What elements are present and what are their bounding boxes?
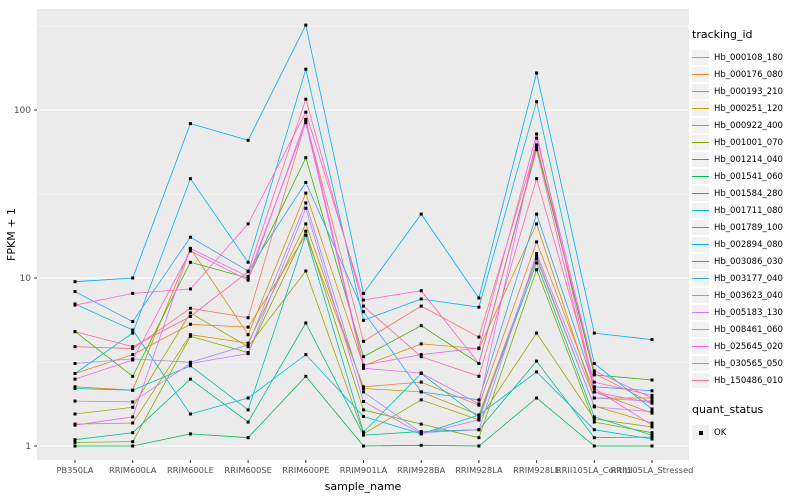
legend-entry-label: Hb_025645_020 bbox=[714, 341, 783, 352]
svg-text:RRIM600LA: RRIM600LA bbox=[109, 465, 157, 475]
legend-entry-label: Hb_150486_010 bbox=[714, 375, 783, 386]
quant-status-label: OK bbox=[714, 427, 727, 438]
legend-entry-Hb_150486_010: Hb_150486_010 bbox=[692, 372, 798, 389]
legend-key-line-icon bbox=[692, 169, 709, 184]
svg-text:RRIM928BA: RRIM928BA bbox=[397, 465, 446, 475]
svg-text:PB350LA: PB350LA bbox=[56, 465, 93, 475]
legend-entry-Hb_000193_210: Hb_000193_210 bbox=[692, 83, 798, 100]
legend-key-square-icon bbox=[692, 425, 709, 440]
quant-status-entries: OK bbox=[692, 424, 798, 441]
svg-text:RRIM928LA: RRIM928LA bbox=[455, 465, 503, 475]
legend-entry-Hb_008461_060: Hb_008461_060 bbox=[692, 321, 798, 338]
legend-key-line-icon bbox=[692, 373, 709, 388]
legend-entry-Hb_001541_060: Hb_001541_060 bbox=[692, 168, 798, 185]
svg-text:10: 10 bbox=[20, 274, 32, 284]
y-axis-title: FPKM + 1 bbox=[5, 208, 18, 261]
legend-entry-Hb_003623_040: Hb_003623_040 bbox=[692, 287, 798, 304]
y-axis-tick-labels: 1 10 100 bbox=[14, 106, 31, 452]
legend-entry-label: Hb_001214_040 bbox=[714, 154, 783, 165]
legend-entry-label: Hb_002894_080 bbox=[714, 239, 783, 250]
x-axis-title: sample_name bbox=[325, 480, 402, 493]
legend-entry-label: Hb_001001_070 bbox=[714, 137, 783, 148]
svg-text:RRII105LA_Stressed: RRII105LA_Stressed bbox=[611, 465, 694, 475]
legend-entry-label: Hb_001789_100 bbox=[714, 222, 783, 233]
legend-entry-label: Hb_003086_030 bbox=[714, 256, 783, 267]
legend-key-line-icon bbox=[692, 152, 709, 167]
legend-entry-Hb_001001_070: Hb_001001_070 bbox=[692, 134, 798, 151]
legend-entry-Hb_002894_080: Hb_002894_080 bbox=[692, 236, 798, 253]
svg-text:RRIM901LA: RRIM901LA bbox=[340, 465, 388, 475]
svg-text:100: 100 bbox=[14, 106, 31, 116]
x-axis-tick-labels: PB350LA RRIM600LA RRIM600LE RRIM600SE RRIM60… bbox=[56, 465, 693, 475]
legend-entry-label: Hb_003623_040 bbox=[714, 290, 783, 301]
quant-status-entry: OK bbox=[692, 424, 798, 441]
legend-entry-Hb_000922_400: Hb_000922_400 bbox=[692, 117, 798, 134]
legend-entry-label: Hb_000251_120 bbox=[714, 103, 783, 114]
legend-entry-Hb_000176_080: Hb_000176_080 bbox=[692, 66, 798, 83]
legend-entries: Hb_000108_180 Hb_000176_080 Hb_000193_210 H… bbox=[692, 49, 798, 389]
legend-entry-label: Hb_001711_080 bbox=[714, 205, 783, 216]
legend-key-line-icon bbox=[692, 254, 709, 269]
legend-entry-Hb_000251_120: Hb_000251_120 bbox=[692, 100, 798, 117]
legend-entry-label: Hb_000108_180 bbox=[714, 52, 783, 63]
legend-entry-label: Hb_005183_130 bbox=[714, 307, 783, 318]
legend-key-line-icon bbox=[692, 50, 709, 65]
legend-entry-Hb_003086_030: Hb_003086_030 bbox=[692, 253, 798, 270]
legend-entry-label: Hb_000922_400 bbox=[714, 120, 783, 131]
legend-key-line-icon bbox=[692, 84, 709, 99]
data-points bbox=[73, 23, 654, 448]
legend-title-quant-status: quant_status bbox=[692, 403, 764, 416]
legend-entry-Hb_000108_180: Hb_000108_180 bbox=[692, 49, 798, 66]
legend-panel: tracking_id Hb_000108_180 Hb_000176_080 Hb… bbox=[692, 28, 798, 441]
legend-entry-label: Hb_008461_060 bbox=[714, 324, 783, 335]
legend-entry-Hb_025645_020: Hb_025645_020 bbox=[692, 338, 798, 355]
legend-quant-status: quant_status OK bbox=[692, 403, 798, 441]
legend-key-line-icon bbox=[692, 203, 709, 218]
legend-entry-label: Hb_000193_210 bbox=[714, 86, 783, 97]
svg-text:RRIM928LE: RRIM928LE bbox=[513, 465, 560, 475]
legend-title-tracking-id: tracking_id bbox=[692, 28, 753, 41]
svg-text:RRII105LA_Control: RRII105LA_Control bbox=[556, 465, 633, 475]
legend-entry-Hb_001214_040: Hb_001214_040 bbox=[692, 151, 798, 168]
legend-entry-Hb_005183_130: Hb_005183_130 bbox=[692, 304, 798, 321]
svg-text:RRIM600PE: RRIM600PE bbox=[282, 465, 329, 475]
svg-text:RRIM600SE: RRIM600SE bbox=[224, 465, 271, 475]
legend-entry-label: Hb_001584_280 bbox=[714, 188, 783, 199]
legend-key-line-icon bbox=[692, 356, 709, 371]
legend-key-line-icon bbox=[692, 322, 709, 337]
legend-key-line-icon bbox=[692, 67, 709, 82]
legend-key-line-icon bbox=[692, 271, 709, 286]
svg-text:RRIM600LE: RRIM600LE bbox=[167, 465, 214, 475]
legend-key-line-icon bbox=[692, 220, 709, 235]
legend-entry-Hb_001584_280: Hb_001584_280 bbox=[692, 185, 798, 202]
legend-key-line-icon bbox=[692, 339, 709, 354]
legend-entry-Hb_003177_040: Hb_003177_040 bbox=[692, 270, 798, 287]
legend-key-line-icon bbox=[692, 237, 709, 252]
legend-entry-Hb_001711_080: Hb_001711_080 bbox=[692, 202, 798, 219]
svg-text:1: 1 bbox=[25, 442, 31, 452]
legend-entry-label: Hb_030565_050 bbox=[714, 358, 783, 369]
legend-entry-Hb_001789_100: Hb_001789_100 bbox=[692, 219, 798, 236]
legend-entry-label: Hb_003177_040 bbox=[714, 273, 783, 284]
legend-entry-Hb_030565_050: Hb_030565_050 bbox=[692, 355, 798, 372]
legend-entry-label: Hb_001541_060 bbox=[714, 171, 783, 182]
legend-key-line-icon bbox=[692, 288, 709, 303]
axis-ticks bbox=[34, 109, 653, 463]
legend-key-line-icon bbox=[692, 118, 709, 133]
legend-key-line-icon bbox=[692, 305, 709, 320]
legend-key-line-icon bbox=[692, 101, 709, 116]
legend-key-line-icon bbox=[692, 135, 709, 150]
legend-entry-label: Hb_000176_080 bbox=[714, 69, 783, 80]
legend-key-line-icon bbox=[692, 186, 709, 201]
